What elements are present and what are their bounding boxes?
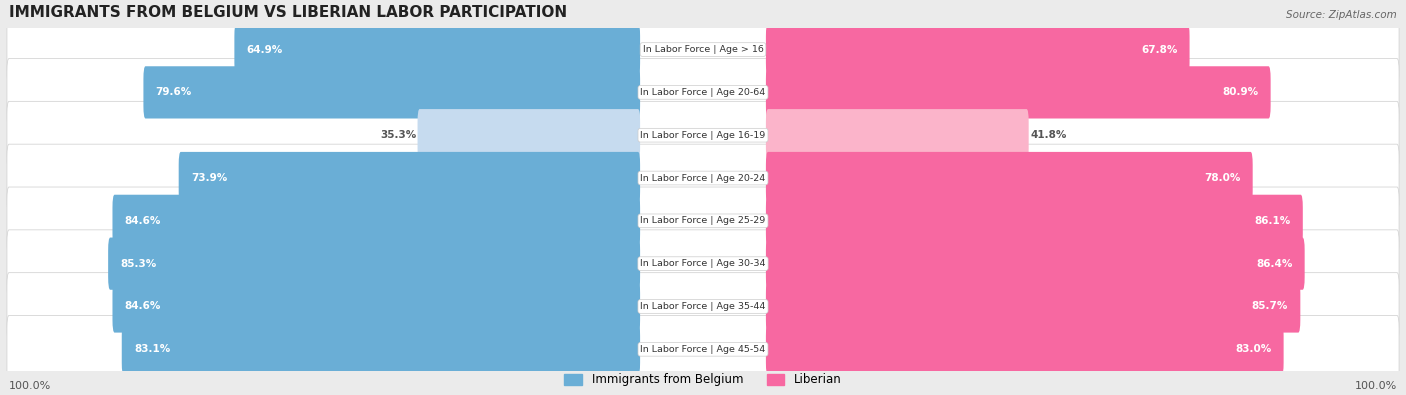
FancyBboxPatch shape [7,316,1399,383]
Text: 64.9%: 64.9% [246,45,283,55]
Text: 84.6%: 84.6% [125,216,162,226]
FancyBboxPatch shape [766,152,1253,204]
Text: 79.6%: 79.6% [156,87,193,98]
Text: 100.0%: 100.0% [1355,380,1398,391]
FancyBboxPatch shape [766,23,1189,76]
Text: In Labor Force | Age 35-44: In Labor Force | Age 35-44 [640,302,766,311]
FancyBboxPatch shape [112,280,640,333]
FancyBboxPatch shape [235,23,640,76]
FancyBboxPatch shape [108,237,640,290]
FancyBboxPatch shape [122,323,640,375]
Text: Source: ZipAtlas.com: Source: ZipAtlas.com [1286,9,1398,20]
Text: In Labor Force | Age 16-19: In Labor Force | Age 16-19 [640,131,766,140]
Text: 78.0%: 78.0% [1204,173,1240,183]
Text: 86.1%: 86.1% [1254,216,1291,226]
Text: 83.1%: 83.1% [134,344,170,354]
Text: 80.9%: 80.9% [1222,87,1258,98]
Text: In Labor Force | Age 20-24: In Labor Force | Age 20-24 [640,173,766,182]
FancyBboxPatch shape [7,144,1399,212]
FancyBboxPatch shape [766,66,1271,118]
Text: 35.3%: 35.3% [380,130,416,140]
FancyBboxPatch shape [7,16,1399,83]
FancyBboxPatch shape [766,280,1301,333]
Text: 83.0%: 83.0% [1234,344,1271,354]
FancyBboxPatch shape [143,66,640,118]
Text: 84.6%: 84.6% [125,301,162,312]
FancyBboxPatch shape [7,273,1399,340]
FancyBboxPatch shape [179,152,640,204]
Text: IMMIGRANTS FROM BELGIUM VS LIBERIAN LABOR PARTICIPATION: IMMIGRANTS FROM BELGIUM VS LIBERIAN LABO… [8,5,567,20]
Text: In Labor Force | Age 20-64: In Labor Force | Age 20-64 [640,88,766,97]
Text: In Labor Force | Age 25-29: In Labor Force | Age 25-29 [640,216,766,225]
FancyBboxPatch shape [766,109,1029,161]
Text: In Labor Force | Age 30-34: In Labor Force | Age 30-34 [640,259,766,268]
Text: 100.0%: 100.0% [8,380,51,391]
Text: In Labor Force | Age 45-54: In Labor Force | Age 45-54 [640,345,766,354]
FancyBboxPatch shape [7,58,1399,126]
FancyBboxPatch shape [7,102,1399,169]
FancyBboxPatch shape [112,195,640,247]
Text: 85.3%: 85.3% [121,259,156,269]
FancyBboxPatch shape [418,109,640,161]
Text: 85.7%: 85.7% [1251,301,1288,312]
Text: 67.8%: 67.8% [1140,45,1177,55]
FancyBboxPatch shape [766,237,1305,290]
FancyBboxPatch shape [7,187,1399,255]
FancyBboxPatch shape [7,230,1399,297]
Text: 41.8%: 41.8% [1031,130,1066,140]
FancyBboxPatch shape [766,195,1303,247]
Legend: Immigrants from Belgium, Liberian: Immigrants from Belgium, Liberian [558,367,848,392]
Text: In Labor Force | Age > 16: In Labor Force | Age > 16 [643,45,763,54]
Text: 73.9%: 73.9% [191,173,228,183]
FancyBboxPatch shape [766,323,1284,375]
Text: 86.4%: 86.4% [1256,259,1292,269]
